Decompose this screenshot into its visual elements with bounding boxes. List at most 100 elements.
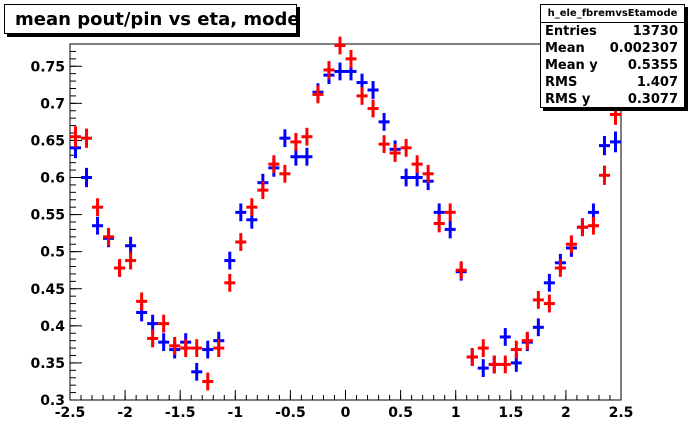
data-point xyxy=(532,290,544,309)
x-tick-label: 2.5 xyxy=(609,405,634,421)
series-1 xyxy=(70,36,621,391)
y-tick-label: 0.45 xyxy=(30,282,65,298)
data-point xyxy=(125,236,137,255)
data-point xyxy=(477,339,489,357)
data-point xyxy=(268,155,280,174)
data-point xyxy=(147,329,159,348)
data-point xyxy=(367,99,379,118)
stats-value: 0.002307 xyxy=(609,41,678,56)
x-tick-label: -1.5 xyxy=(165,405,196,421)
data-point xyxy=(103,227,115,246)
data-point xyxy=(202,340,214,359)
data-point xyxy=(202,372,214,391)
data-point xyxy=(576,218,588,237)
data-point xyxy=(224,251,236,270)
data-point xyxy=(191,339,203,357)
data-point xyxy=(180,339,192,357)
data-point xyxy=(257,181,269,200)
data-point xyxy=(345,49,357,68)
stats-box: h_ele_fbremvsEtamode Entries 13730 Mean 0.… xyxy=(540,4,685,108)
data-point xyxy=(356,87,368,105)
data-point xyxy=(488,355,500,374)
stats-histogram-name: h_ele_fbremvsEtamode xyxy=(541,5,684,23)
data-point xyxy=(367,81,379,99)
y-tick-label: 0.75 xyxy=(30,59,65,75)
title-box: mean pout/pin vs eta, mode xyxy=(4,4,300,34)
y-tick-label: 0.4 xyxy=(40,319,65,335)
data-point xyxy=(422,164,434,183)
stats-row: RMS y 0.3077 xyxy=(541,91,684,108)
data-point xyxy=(378,135,390,154)
data-point xyxy=(411,155,423,174)
data-point xyxy=(444,203,456,222)
axes: -2.5 -2 -1.5 -1 -0.5 0 0.5 1 1.5 2 2.5 0.3 0.35 0.4 0.… xyxy=(30,43,634,421)
data-point xyxy=(521,331,533,350)
data-point xyxy=(92,216,104,235)
data-point xyxy=(213,339,225,357)
stats-row: Mean 0.002307 xyxy=(541,40,684,57)
data-point xyxy=(114,259,126,277)
data-point xyxy=(499,328,511,346)
data-point xyxy=(477,359,489,378)
y-tick-label: 0.7 xyxy=(40,96,65,112)
data-point xyxy=(609,131,621,153)
x-tick-label: -1 xyxy=(228,405,244,421)
data-point xyxy=(400,138,412,157)
data-point xyxy=(301,147,313,166)
data-point xyxy=(169,336,181,355)
x-tick-label: -2.5 xyxy=(55,405,86,421)
data-point xyxy=(334,62,346,81)
data-point xyxy=(92,198,104,217)
data-point xyxy=(587,216,599,235)
data-point xyxy=(543,294,555,313)
data-point xyxy=(499,355,511,374)
data-point xyxy=(400,168,412,187)
data-point xyxy=(532,318,544,337)
data-point xyxy=(125,251,137,270)
stats-row: RMS 1.407 xyxy=(541,74,684,91)
data-point xyxy=(301,127,313,146)
chart-title: mean pout/pin vs eta, mode xyxy=(15,9,300,30)
data-point xyxy=(455,261,467,280)
data-point xyxy=(389,144,401,162)
data-point xyxy=(279,129,291,148)
stats-row: Mean y 0.5355 xyxy=(541,57,684,74)
x-tick-label: -0.5 xyxy=(275,405,306,421)
data-point xyxy=(598,135,610,156)
data-point xyxy=(290,133,302,151)
x-tick-label: 1 xyxy=(451,405,461,421)
data-point xyxy=(81,167,93,188)
data-point xyxy=(323,61,335,79)
data-point xyxy=(598,165,610,185)
y-tick-label: 0.65 xyxy=(30,133,65,149)
y-tick-label: 0.55 xyxy=(30,208,65,224)
series-layer xyxy=(70,36,621,391)
data-point xyxy=(235,233,247,251)
data-point xyxy=(378,112,390,131)
stats-key: RMS y xyxy=(545,92,591,107)
data-point xyxy=(235,203,247,222)
data-point xyxy=(433,214,445,233)
stats-value: 0.3077 xyxy=(627,92,678,107)
data-point xyxy=(334,36,346,55)
data-point xyxy=(279,164,291,183)
data-point xyxy=(81,128,93,148)
stats-value: 13730 xyxy=(632,24,678,39)
x-tick-label: 0 xyxy=(341,405,351,421)
x-tick-label: 2 xyxy=(561,405,571,421)
x-tick-label: 0.5 xyxy=(388,405,413,421)
data-point xyxy=(543,273,555,292)
data-point xyxy=(224,273,236,292)
data-point xyxy=(246,198,258,217)
stats-key: Mean xyxy=(545,41,585,56)
data-point xyxy=(466,348,478,366)
data-point xyxy=(444,220,456,239)
y-tick-label: 0.3 xyxy=(40,393,65,409)
stats-key: RMS xyxy=(545,75,578,90)
data-point xyxy=(70,126,82,148)
y-tick-label: 0.6 xyxy=(40,171,65,187)
data-point xyxy=(136,292,148,311)
x-tick-label: 1.5 xyxy=(498,405,523,421)
x-tick-label: -2 xyxy=(117,405,133,421)
